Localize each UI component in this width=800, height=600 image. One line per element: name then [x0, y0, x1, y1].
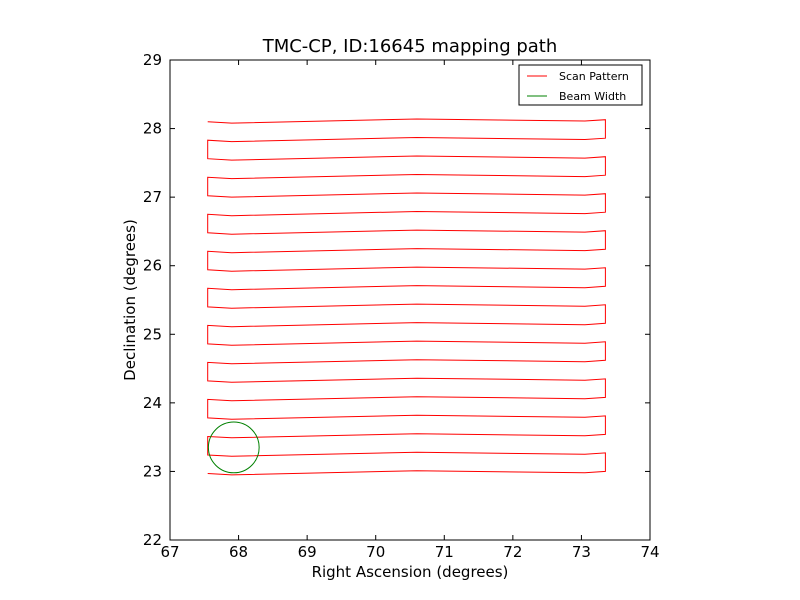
x-tick-label: 73 [572, 543, 591, 561]
y-axis-label: Declination (degrees) [121, 219, 139, 381]
plot-frame [169, 59, 651, 541]
axis-ticks: 67 68 69 70 71 72 73 74 22 23 24 25 26 27 28 29 [143, 51, 660, 561]
beam-width-series [207, 421, 260, 474]
x-tick-label: 74 [640, 543, 659, 561]
y-tick-label: 26 [143, 257, 162, 275]
legend: Scan Pattern Beam Width [518, 64, 643, 106]
x-tick-label: 72 [503, 543, 522, 561]
y-tick-label: 27 [143, 188, 162, 206]
x-axis-label: Right Ascension (degrees) [312, 563, 509, 581]
y-tick-label: 22 [143, 531, 162, 549]
beam-width-circle [207, 421, 260, 474]
legend-label-scan-pattern: Scan Pattern [559, 70, 629, 83]
legend-label-beam-width: Beam Width [559, 90, 626, 103]
scan-pattern-series [207, 118, 606, 476]
chart-title: TMC-CP, ID:16645 mapping path [262, 36, 558, 57]
x-tick-label: 71 [435, 543, 454, 561]
y-tick-label: 28 [143, 120, 162, 138]
legend-box [518, 64, 643, 106]
y-tick-label: 24 [143, 394, 162, 412]
x-tick-label: 69 [298, 543, 317, 561]
x-tick-label: 67 [160, 543, 179, 561]
x-tick-label: 68 [229, 543, 248, 561]
plot-background [170, 60, 650, 540]
y-tick-label: 29 [143, 51, 162, 69]
scan-pattern-line [207, 118, 606, 476]
y-tick-label: 23 [143, 462, 162, 480]
y-tick-label: 25 [143, 325, 162, 343]
x-tick-label: 70 [366, 543, 385, 561]
